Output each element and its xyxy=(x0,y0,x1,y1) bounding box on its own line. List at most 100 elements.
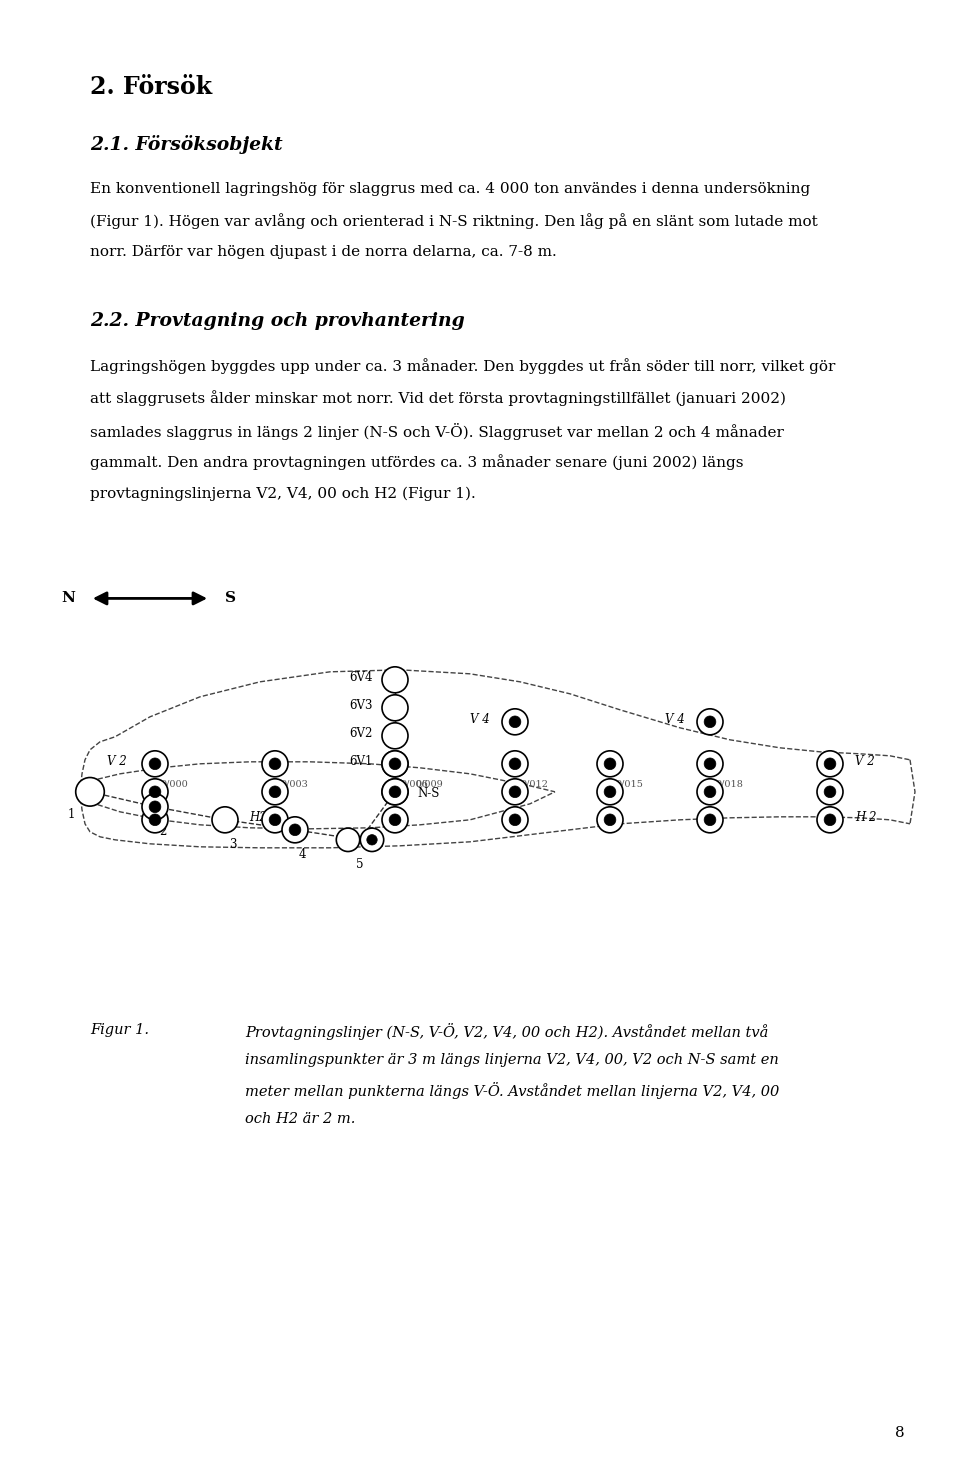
Text: N-S: N-S xyxy=(417,788,440,801)
Circle shape xyxy=(149,801,161,813)
Circle shape xyxy=(817,807,843,833)
Circle shape xyxy=(382,807,408,833)
Circle shape xyxy=(697,779,723,805)
Text: V 4: V 4 xyxy=(665,714,685,726)
Circle shape xyxy=(817,751,843,777)
Text: V-Ö: V-Ö xyxy=(387,820,407,833)
Circle shape xyxy=(824,814,836,826)
Text: H2: H2 xyxy=(250,811,267,825)
Text: 8: 8 xyxy=(896,1426,905,1440)
Text: 6V2: 6V2 xyxy=(349,727,373,740)
Circle shape xyxy=(382,751,408,777)
Circle shape xyxy=(367,835,377,845)
Text: En konventionell lagringshög för slaggrus med ca. 4 000 ton användes i denna und: En konventionell lagringshög för slaggru… xyxy=(90,181,810,196)
Text: och H2 är 2 m.: och H2 är 2 m. xyxy=(245,1112,355,1125)
Circle shape xyxy=(697,709,723,735)
Circle shape xyxy=(597,779,623,805)
Text: 2: 2 xyxy=(159,825,166,838)
Text: 0/012: 0/012 xyxy=(520,780,548,789)
Circle shape xyxy=(269,758,281,770)
Text: gammalt. Den andra provtagningen utfördes ca. 3 månader senare (juni 2002) längs: gammalt. Den andra provtagningen utförde… xyxy=(90,454,743,471)
Circle shape xyxy=(502,779,528,805)
Circle shape xyxy=(597,807,623,833)
Circle shape xyxy=(142,807,168,833)
Circle shape xyxy=(336,827,360,851)
Text: 5: 5 xyxy=(356,858,364,870)
Text: provtagningslinjerna V2, V4, 00 och H2 (Figur 1).: provtagningslinjerna V2, V4, 00 och H2 (… xyxy=(90,487,476,502)
Text: Lagringshögen byggdes upp under ca. 3 månader. Den byggdes ut från söder till no: Lagringshögen byggdes upp under ca. 3 må… xyxy=(90,358,835,375)
Circle shape xyxy=(149,814,161,826)
Circle shape xyxy=(262,779,288,805)
Circle shape xyxy=(502,751,528,777)
Text: 3: 3 xyxy=(229,838,236,851)
Circle shape xyxy=(509,715,521,727)
Circle shape xyxy=(604,758,616,770)
Circle shape xyxy=(382,751,408,777)
Text: 0/006: 0/006 xyxy=(400,780,428,789)
Circle shape xyxy=(262,751,288,777)
Circle shape xyxy=(824,786,836,798)
Circle shape xyxy=(704,786,716,798)
Text: H 2: H 2 xyxy=(855,811,876,825)
Text: 2. Försök: 2. Försök xyxy=(90,75,212,99)
Circle shape xyxy=(389,758,401,770)
Circle shape xyxy=(142,751,168,777)
Circle shape xyxy=(269,786,281,798)
Text: N: N xyxy=(61,591,75,605)
Text: V 2: V 2 xyxy=(855,755,875,768)
Circle shape xyxy=(382,667,408,693)
Circle shape xyxy=(360,827,384,851)
Text: 6V3: 6V3 xyxy=(349,699,373,712)
Text: 9/018: 9/018 xyxy=(715,780,743,789)
Text: 0/003: 0/003 xyxy=(280,780,308,789)
Circle shape xyxy=(509,814,521,826)
Circle shape xyxy=(142,779,168,805)
Text: Figur 1.: Figur 1. xyxy=(90,1024,149,1037)
Text: 6V1: 6V1 xyxy=(349,755,373,768)
Circle shape xyxy=(76,777,105,807)
Circle shape xyxy=(282,817,308,842)
Circle shape xyxy=(382,779,408,805)
Circle shape xyxy=(382,779,408,805)
Text: S: S xyxy=(225,591,236,605)
Text: (Figur 1). Högen var avlång och orienterad i N-S riktning. Den låg på en slänt s: (Figur 1). Högen var avlång och orienter… xyxy=(90,214,818,230)
Circle shape xyxy=(817,779,843,805)
Circle shape xyxy=(212,807,238,833)
Circle shape xyxy=(697,807,723,833)
Text: 0/000: 0/000 xyxy=(160,780,188,789)
Text: V 2: V 2 xyxy=(108,755,127,768)
Circle shape xyxy=(824,758,836,770)
Text: meter mellan punkterna längs V-Ö. Avståndet mellan linjerna V2, V4, 00: meter mellan punkterna längs V-Ö. Avstån… xyxy=(245,1083,780,1099)
Circle shape xyxy=(389,786,401,798)
Circle shape xyxy=(502,807,528,833)
Circle shape xyxy=(597,751,623,777)
Text: V 4: V 4 xyxy=(470,714,490,726)
Text: 6V4: 6V4 xyxy=(349,671,373,684)
Circle shape xyxy=(149,786,161,798)
Circle shape xyxy=(269,814,281,826)
Text: Provtagningslinjer (N-S, V-Ö, V2, V4, 00 och H2). Avståndet mellan två: Provtagningslinjer (N-S, V-Ö, V2, V4, 00… xyxy=(245,1024,768,1040)
Circle shape xyxy=(604,786,616,798)
Circle shape xyxy=(697,751,723,777)
Text: 6: 6 xyxy=(394,810,400,823)
Text: 1: 1 xyxy=(68,808,76,820)
Circle shape xyxy=(382,723,408,749)
Text: 0/009: 0/009 xyxy=(415,780,443,789)
Text: 4: 4 xyxy=(299,848,306,861)
Circle shape xyxy=(289,825,300,836)
Circle shape xyxy=(704,715,716,727)
Circle shape xyxy=(604,814,616,826)
Circle shape xyxy=(389,814,401,826)
Circle shape xyxy=(149,758,161,770)
Circle shape xyxy=(509,758,521,770)
Circle shape xyxy=(382,695,408,721)
Text: insamlingspunkter är 3 m längs linjerna V2, V4, 00, V2 och N-S samt en: insamlingspunkter är 3 m längs linjerna … xyxy=(245,1053,779,1066)
Text: 2.2. Provtagning och provhantering: 2.2. Provtagning och provhantering xyxy=(90,313,465,330)
Circle shape xyxy=(262,807,288,833)
Circle shape xyxy=(509,786,521,798)
Text: samlades slaggrus in längs 2 linjer (N-S och V-Ö). Slaggruset var mellan 2 och 4: samlades slaggrus in längs 2 linjer (N-S… xyxy=(90,422,784,440)
Circle shape xyxy=(142,794,168,820)
Text: 2.1. Försöksobjekt: 2.1. Försöksobjekt xyxy=(90,136,282,155)
Circle shape xyxy=(704,814,716,826)
Circle shape xyxy=(502,709,528,735)
